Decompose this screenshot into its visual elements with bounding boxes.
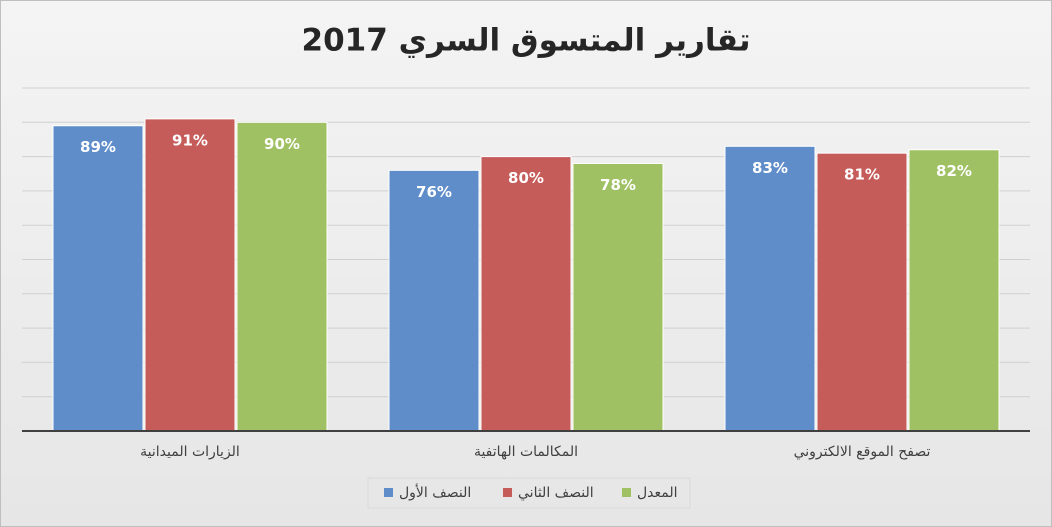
- data-label: 83%: [752, 159, 788, 177]
- data-label: 78%: [600, 176, 636, 194]
- data-label: 91%: [172, 131, 208, 149]
- data-label: 76%: [416, 183, 452, 201]
- legend-swatch: [384, 488, 393, 497]
- x-tick-label: تصفح الموقع الالكتروني: [794, 444, 931, 460]
- data-label: 80%: [508, 169, 544, 187]
- x-tick-label: الزيارات الميدانية: [140, 444, 240, 460]
- bar: [52, 125, 144, 432]
- data-label: 82%: [936, 162, 972, 180]
- bar: [816, 152, 908, 432]
- legend-label: النصف الأول: [399, 483, 471, 501]
- x-tick-label: المكالمات الهاتفية: [474, 444, 578, 460]
- bar: [144, 118, 236, 432]
- bar: [908, 149, 1000, 432]
- chart-title: تقارير المتسوق السري 2017: [302, 23, 751, 59]
- legend-swatch: [622, 488, 631, 497]
- bar: [724, 145, 816, 432]
- bar: [388, 169, 480, 432]
- legend-swatch: [503, 488, 512, 497]
- legend-label: النصف الثاني: [518, 485, 594, 501]
- data-label: 89%: [80, 138, 116, 156]
- legend-label: المعدل: [637, 485, 678, 501]
- bar: [236, 121, 328, 432]
- bar: [480, 156, 572, 432]
- data-label: 81%: [844, 166, 880, 184]
- legend-box: [367, 477, 691, 509]
- bar: [572, 162, 664, 432]
- data-label: 90%: [264, 135, 300, 153]
